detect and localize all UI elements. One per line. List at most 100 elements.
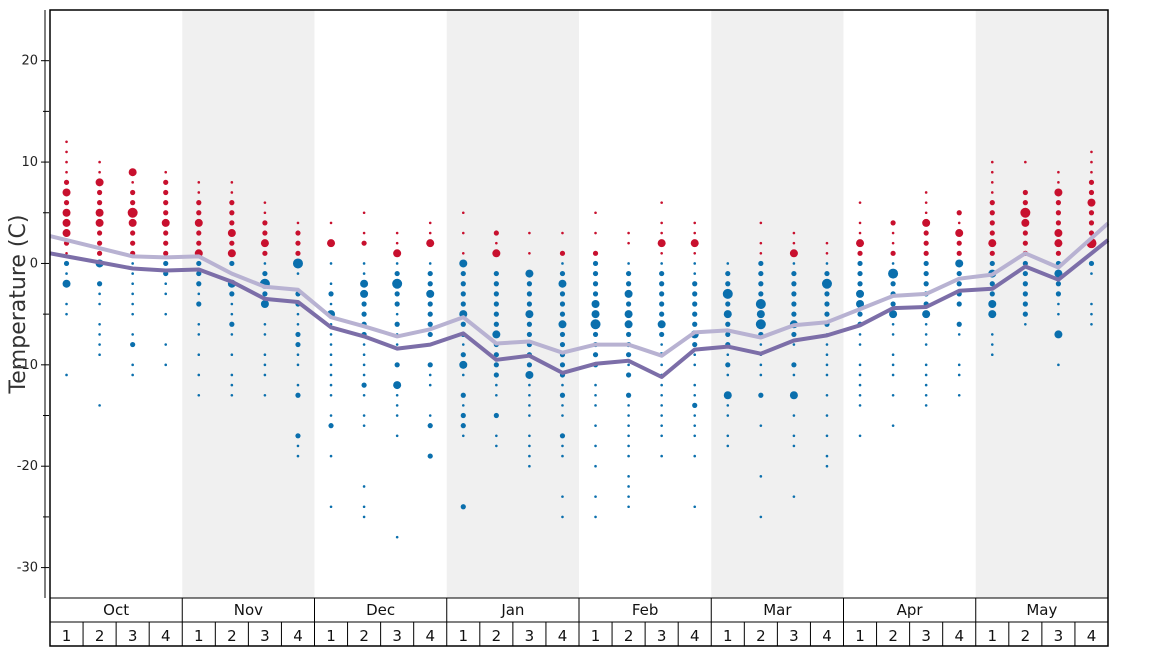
temperature-dot bbox=[197, 191, 201, 194]
temperature-dot bbox=[459, 259, 468, 268]
temperature-dot bbox=[362, 393, 366, 397]
month-label-may: May bbox=[1026, 601, 1057, 619]
temperature-dot bbox=[891, 333, 895, 336]
temperature-dot bbox=[594, 495, 597, 498]
temperature-dot bbox=[196, 230, 202, 236]
temperature-dot bbox=[625, 281, 632, 287]
temperature-dot bbox=[493, 412, 499, 419]
temperature-dot bbox=[98, 353, 101, 356]
week-label: 1 bbox=[723, 627, 733, 645]
temperature-dot bbox=[825, 363, 829, 367]
temperature-dot bbox=[427, 331, 433, 338]
temperature-dot bbox=[759, 252, 763, 255]
temperature-dot bbox=[989, 230, 995, 236]
temperature-dot bbox=[362, 343, 366, 346]
temperature-dot bbox=[295, 341, 301, 348]
week-label: 1 bbox=[194, 627, 204, 645]
temperature-dot bbox=[262, 270, 268, 277]
temperature-dot bbox=[461, 343, 465, 346]
temperature-dot bbox=[660, 393, 663, 397]
week-label: 3 bbox=[657, 627, 667, 645]
temperature-dot bbox=[660, 221, 663, 225]
temperature-dot bbox=[924, 322, 928, 326]
month-label-feb: Feb bbox=[632, 601, 659, 619]
temperature-dot bbox=[1022, 260, 1028, 267]
temperature-dot bbox=[792, 414, 796, 417]
week-label: 4 bbox=[690, 627, 700, 645]
temperature-dot bbox=[1022, 281, 1028, 287]
temperature-dot bbox=[95, 178, 104, 187]
temperature-dot bbox=[923, 281, 929, 287]
temperature-dot bbox=[296, 322, 300, 326]
temperature-dot bbox=[988, 310, 997, 319]
week-label: 4 bbox=[293, 627, 303, 645]
temperature-dot bbox=[392, 278, 403, 289]
shade-mar bbox=[711, 10, 844, 598]
temperature-dot bbox=[924, 363, 928, 367]
temperature-dot bbox=[627, 454, 630, 458]
temperature-dot bbox=[558, 320, 567, 329]
temperature-dot bbox=[924, 404, 928, 407]
y-tick-label: 10 bbox=[21, 155, 38, 170]
temperature-dot bbox=[693, 454, 697, 458]
temperature-dot bbox=[990, 343, 994, 346]
temperature-dot bbox=[196, 270, 202, 277]
temperature-dot bbox=[825, 252, 829, 255]
temperature-dot bbox=[362, 505, 366, 509]
temperature-dot bbox=[98, 343, 101, 346]
temperature-dot bbox=[131, 282, 134, 286]
y-axis: 20 10 0 -10 -20 -30 bbox=[17, 10, 49, 598]
temperature-dot bbox=[62, 208, 71, 217]
temperature-dot bbox=[395, 434, 399, 438]
temperature-dot bbox=[130, 240, 136, 246]
temperature-dot bbox=[989, 281, 995, 287]
temperature-dot bbox=[230, 181, 234, 184]
temperature-dot bbox=[725, 362, 731, 368]
temperature-dot bbox=[955, 259, 964, 268]
y-tick-label: -10 bbox=[17, 358, 38, 373]
temperature-dot bbox=[759, 373, 763, 377]
temperature-dot bbox=[329, 353, 333, 356]
temperature-dot bbox=[722, 288, 733, 299]
temperature-dot bbox=[591, 300, 600, 308]
temperature-dot bbox=[692, 341, 698, 348]
week-label: 2 bbox=[227, 627, 237, 645]
temperature-dot bbox=[492, 249, 501, 258]
temperature-dot bbox=[1088, 179, 1095, 185]
temperature-dot bbox=[230, 312, 234, 316]
temperature-dot bbox=[824, 311, 830, 317]
temperature-dot bbox=[659, 311, 665, 317]
temperature-dot bbox=[923, 250, 929, 256]
temperature-dot bbox=[260, 300, 269, 308]
temperature-dot bbox=[164, 363, 168, 367]
temperature-dot bbox=[924, 201, 928, 204]
temperature-dot bbox=[98, 160, 101, 164]
temperature-dot bbox=[227, 229, 236, 238]
temperature-dot bbox=[95, 218, 104, 227]
temperature-dot bbox=[329, 383, 333, 387]
temperature-dot bbox=[825, 353, 829, 356]
temperature-dot bbox=[528, 252, 531, 255]
temperature-dot bbox=[725, 281, 731, 287]
temperature-dot bbox=[561, 414, 564, 417]
temperature-dot bbox=[989, 210, 995, 216]
temperature-dot bbox=[791, 362, 797, 368]
temperature-dot bbox=[394, 321, 400, 327]
temperature-dot bbox=[659, 270, 665, 277]
temperature-dot bbox=[825, 414, 829, 417]
temperature-dot bbox=[163, 240, 169, 246]
month-label-dec: Dec bbox=[366, 601, 395, 619]
temperature-dot bbox=[1055, 210, 1062, 216]
temperature-dot bbox=[493, 270, 499, 277]
temperature-dot bbox=[856, 300, 865, 308]
temperature-dot bbox=[362, 515, 366, 519]
temperature-dot bbox=[891, 393, 895, 397]
temperature-dot bbox=[98, 292, 101, 296]
temperature-dot bbox=[230, 302, 234, 306]
temperature-dot bbox=[296, 383, 300, 387]
temperature-dot bbox=[1021, 218, 1030, 227]
temperature-dot bbox=[427, 281, 433, 287]
temperature-dot bbox=[362, 211, 366, 215]
temperature-dot bbox=[858, 434, 862, 438]
